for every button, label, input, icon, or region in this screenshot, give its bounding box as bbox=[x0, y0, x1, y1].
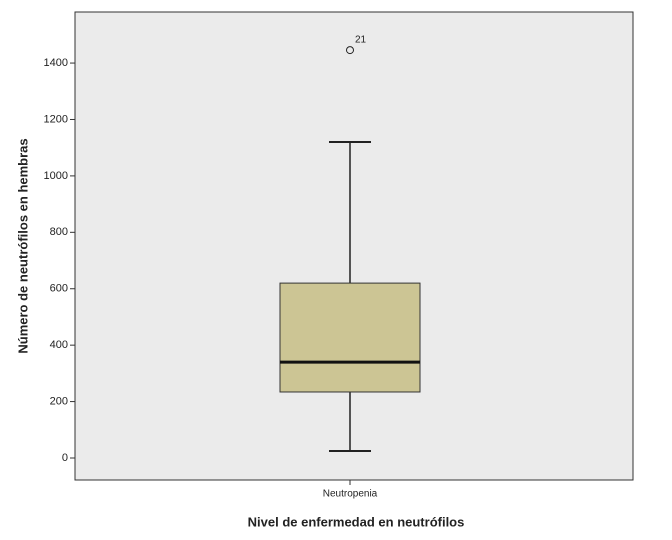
y-tick-label: 1000 bbox=[44, 170, 68, 182]
outlier bbox=[346, 46, 354, 55]
y-tick-label: 0 bbox=[62, 452, 68, 464]
y-tick-label: 1400 bbox=[44, 57, 68, 69]
y-tick-label: 800 bbox=[50, 226, 68, 238]
y-tick-label: 1200 bbox=[44, 113, 68, 125]
y-tick-label: 600 bbox=[50, 283, 68, 295]
y-axis-label: Número de neutrófilos en hembras bbox=[15, 138, 30, 353]
x-axis-label: Nivel de enfermedad en neutrófilos bbox=[248, 514, 465, 529]
y-tick-label: 400 bbox=[50, 339, 68, 351]
box bbox=[279, 282, 421, 393]
outlier-label: 21 bbox=[355, 35, 367, 46]
x-tick-label: Neutropenia bbox=[323, 489, 378, 500]
y-tick-label: 200 bbox=[50, 395, 68, 407]
plot-area bbox=[74, 11, 634, 481]
